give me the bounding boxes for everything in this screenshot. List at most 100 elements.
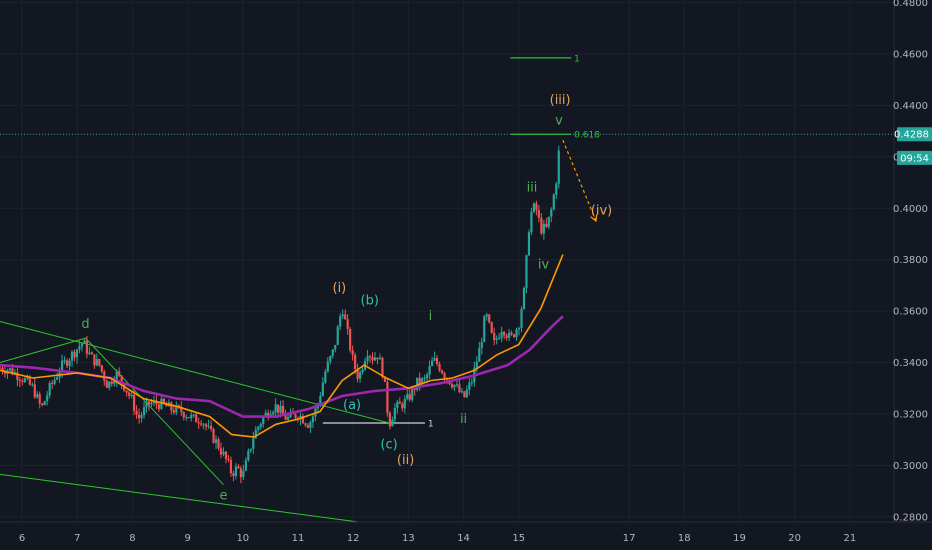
candle-body xyxy=(85,340,89,354)
candle-body xyxy=(391,419,394,427)
wave-label: (ii) xyxy=(397,453,414,468)
candle-body xyxy=(244,460,247,471)
projection-arrow xyxy=(562,139,598,223)
candle-body xyxy=(197,422,200,424)
candle-body xyxy=(46,395,49,402)
trend-line xyxy=(0,337,86,364)
candle-body xyxy=(463,391,466,397)
candle-body xyxy=(0,367,2,369)
candle-body xyxy=(31,384,34,386)
candle-body xyxy=(237,466,240,469)
grid-lines xyxy=(0,0,894,522)
candle-body xyxy=(8,368,12,371)
candle-body xyxy=(468,382,471,390)
candle-body xyxy=(200,423,203,425)
projection-arrowhead xyxy=(590,214,598,223)
candle-body xyxy=(423,378,426,380)
y-tick-label: 0.3600 xyxy=(893,307,928,318)
candle-body xyxy=(373,357,377,361)
candle-body xyxy=(118,371,121,376)
x-tick-label: 8 xyxy=(129,533,135,544)
candle-body xyxy=(3,371,7,374)
candle-body xyxy=(18,379,21,381)
x-tick-label: 12 xyxy=(347,533,360,544)
candle-body xyxy=(83,340,86,344)
x-tick-label: 20 xyxy=(788,533,801,544)
candle-body xyxy=(301,415,305,424)
candle-body xyxy=(532,203,536,212)
wave-label: (i) xyxy=(333,281,347,296)
fib-levels: 1 0.618 1 xyxy=(0,54,894,430)
candle-body xyxy=(41,403,44,406)
candle-body xyxy=(403,398,406,409)
candle-body xyxy=(321,382,324,396)
candle-body xyxy=(110,381,113,384)
y-tick-label: 0.3400 xyxy=(893,358,928,369)
candle-body xyxy=(354,355,357,369)
candle-body xyxy=(217,439,220,449)
candle-body xyxy=(11,368,14,375)
candle-body xyxy=(306,425,310,428)
candle-body xyxy=(381,357,384,377)
candle-body xyxy=(483,316,486,342)
candle-body xyxy=(284,413,287,420)
candle-body xyxy=(304,423,307,426)
x-axis: 6 7 8 9 10 11 12 13 14 15 17 18 19 20 21 xyxy=(19,533,856,544)
time-scale-panel[interactable] xyxy=(0,522,932,550)
candle-body xyxy=(160,398,163,409)
candle-body xyxy=(401,403,404,409)
candle-body xyxy=(493,332,496,340)
wave-label: d xyxy=(81,317,89,332)
candle-body xyxy=(311,416,314,423)
candle-body xyxy=(547,216,550,227)
candle-body xyxy=(475,361,478,368)
candle-body xyxy=(294,414,297,419)
candle-body xyxy=(43,401,46,406)
candle-body xyxy=(503,332,506,336)
candle-body xyxy=(100,365,103,372)
candle-body xyxy=(326,361,329,372)
candle-body xyxy=(540,217,543,234)
candle-body xyxy=(411,387,414,400)
candle-body xyxy=(36,394,39,398)
candle-body xyxy=(219,448,223,455)
candle-body xyxy=(120,375,123,384)
candle-body xyxy=(376,357,379,360)
x-tick-label: 17 xyxy=(623,533,636,544)
candle-body xyxy=(21,380,24,382)
candle-body xyxy=(525,255,528,288)
candle-body xyxy=(195,414,198,423)
candle-body xyxy=(431,360,434,367)
candle-body xyxy=(341,314,344,317)
candle-body xyxy=(113,381,116,384)
candle-body xyxy=(277,404,280,413)
fib-level-label: 0.618 xyxy=(574,131,600,141)
candle-body xyxy=(433,357,436,361)
candle-body xyxy=(56,377,59,380)
candle-body xyxy=(202,424,205,426)
price-scale-panel[interactable] xyxy=(894,0,932,522)
y-tick-label: 0.3200 xyxy=(893,410,928,421)
candle-body xyxy=(249,448,252,451)
candle-body xyxy=(453,384,456,388)
candle-body xyxy=(239,468,242,478)
candle-body xyxy=(209,425,213,429)
trend-line xyxy=(0,473,398,528)
candle-body xyxy=(252,438,255,449)
candle-body xyxy=(336,326,339,345)
candle-body xyxy=(177,405,180,407)
candle-body xyxy=(175,405,178,413)
candle-body xyxy=(155,400,158,405)
candle-body xyxy=(68,360,71,366)
candle-body xyxy=(254,429,257,439)
candle-body xyxy=(232,473,235,476)
candle-body xyxy=(63,360,66,362)
wave-label: (iii) xyxy=(550,93,571,108)
candle-body xyxy=(339,316,342,327)
x-tick-label: 13 xyxy=(402,533,415,544)
candle-body xyxy=(137,414,141,419)
y-tick-label: 0.4600 xyxy=(893,50,928,61)
candle-body xyxy=(331,349,334,356)
candle-body xyxy=(495,338,498,340)
